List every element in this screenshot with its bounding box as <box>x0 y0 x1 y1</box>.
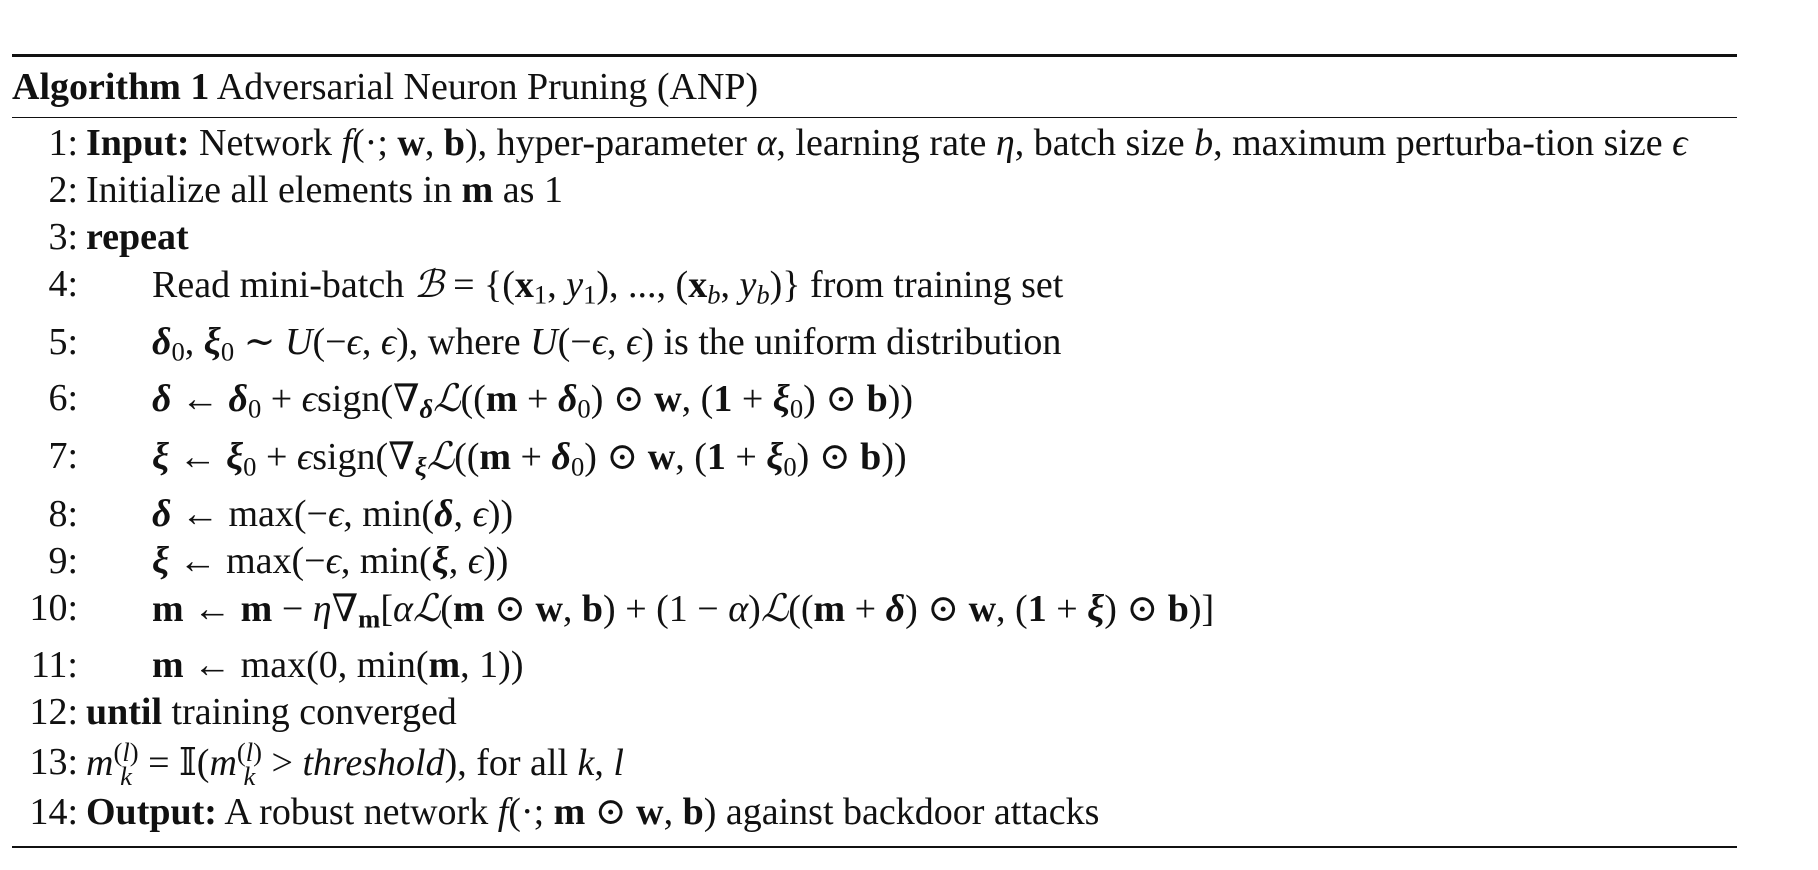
algorithm-line: 13: m (l) k = 𝕀(m (l) k > threshold), for al… <box>12 736 1737 789</box>
line-content: δ ← max(−ϵ, min(δ, ϵ)) <box>152 492 514 535</box>
line-content: δ0, ξ0 ∼ U(−ϵ, ϵ), where U(−ϵ, ϵ) is the… <box>152 320 1062 367</box>
line-number: 8: <box>48 492 78 535</box>
line-number: 4: <box>48 263 78 305</box>
line-content: Input: Network f(·; w, b), hyper-paramet… <box>86 122 1688 164</box>
line-content: Initialize all elements in m as 1 <box>86 169 563 211</box>
algorithm-line: 3: repeat <box>12 214 1737 261</box>
line-keyword: Output: <box>86 791 217 834</box>
line-number: 14: <box>29 791 78 834</box>
top-rule <box>12 54 1737 57</box>
line-content: m ← max(0, min(m, 1)) <box>152 644 524 687</box>
line-number: 3: <box>48 216 78 258</box>
line-content: δ ← δ0 + ϵsign(∇δℒ((m + δ0) ⊙ w, (1 + ξ0… <box>152 376 914 424</box>
algorithm-caption: Algorithm 1 Adversarial Neuron Pruning (… <box>12 57 1737 117</box>
algorithm-line: 4: Read mini-batch ℬ = {(x1, y1), ..., (… <box>12 261 1737 319</box>
algorithm-line: 2: Initialize all elements in m as 1 <box>12 167 1737 214</box>
line-number: 10: <box>29 586 78 629</box>
line-keyword: Input: <box>86 122 190 164</box>
line-number: 7: <box>48 434 78 477</box>
line-number: 5: <box>48 320 78 363</box>
line-number: 2: <box>48 169 78 211</box>
bottom-rule <box>12 846 1737 849</box>
line-content: Read mini-batch ℬ = {(x1, y1), ..., (xb,… <box>152 262 1064 310</box>
line-number: 9: <box>48 539 78 582</box>
line-content: m ← m − η∇m[αℒ(m ⊙ w, b) + (1 − α)ℒ((m +… <box>152 585 1215 634</box>
algorithm-line: 14: Output: A robust network f(·; m ⊙ w,… <box>12 789 1737 836</box>
algorithm-line: 9: ξ ← max(−ϵ, min(ξ, ϵ)) <box>12 538 1737 585</box>
line-content: Output: A robust network f(·; m ⊙ w, b) … <box>86 791 1100 834</box>
algorithm-line: 12: until training converged <box>12 689 1737 736</box>
algorithm-line: 7: ξ ← ξ0 + ϵsign(∇ξℒ((m + δ0) ⊙ w, (1 +… <box>12 433 1737 491</box>
line-content: ξ ← max(−ϵ, min(ξ, ϵ)) <box>152 539 509 582</box>
caption-rule <box>12 117 1737 118</box>
algorithm-line: 8: δ ← max(−ϵ, min(δ, ϵ)) <box>12 491 1737 538</box>
line-number: 1: <box>48 122 78 164</box>
line-keyword: until <box>86 691 163 734</box>
algorithm-title: Adversarial Neuron Pruning (ANP) <box>216 66 759 108</box>
line-content: until training converged <box>86 691 457 734</box>
algorithm-line: 5: δ0, ξ0 ∼ U(−ϵ, ϵ), where U(−ϵ, ϵ) is … <box>12 319 1737 376</box>
line-keyword: repeat <box>86 216 189 258</box>
algorithm-line: 6: δ ← δ0 + ϵsign(∇δℒ((m + δ0) ⊙ w, (1 +… <box>12 375 1737 433</box>
line-content: m (l) k = 𝕀(m (l) k > threshold), for all k,… <box>86 736 624 791</box>
line-number: 6: <box>48 377 78 420</box>
algorithm-line: 10: m ← m − η∇m[αℒ(m ⊙ w, b) + (1 − α)ℒ(… <box>12 585 1737 643</box>
algorithm-line: 11: m ← max(0, min(m, 1)) <box>12 642 1737 689</box>
algorithm-label: Algorithm 1 <box>12 66 210 108</box>
algorithm-lines: 1: Input: Network f(·; w, b), hyper-para… <box>12 118 1737 846</box>
algorithm-line: 1: Input: Network f(·; w, b), hyper-para… <box>12 120 1737 167</box>
line-content: repeat <box>86 214 1737 261</box>
line-number: 13: <box>29 741 78 784</box>
line-number: 11: <box>30 644 78 687</box>
line-number: 12: <box>29 691 78 734</box>
line-content: ξ ← ξ0 + ϵsign(∇ξℒ((m + δ0) ⊙ w, (1 + ξ0… <box>152 433 907 482</box>
algorithm-block: Algorithm 1 Adversarial Neuron Pruning (… <box>12 54 1737 849</box>
